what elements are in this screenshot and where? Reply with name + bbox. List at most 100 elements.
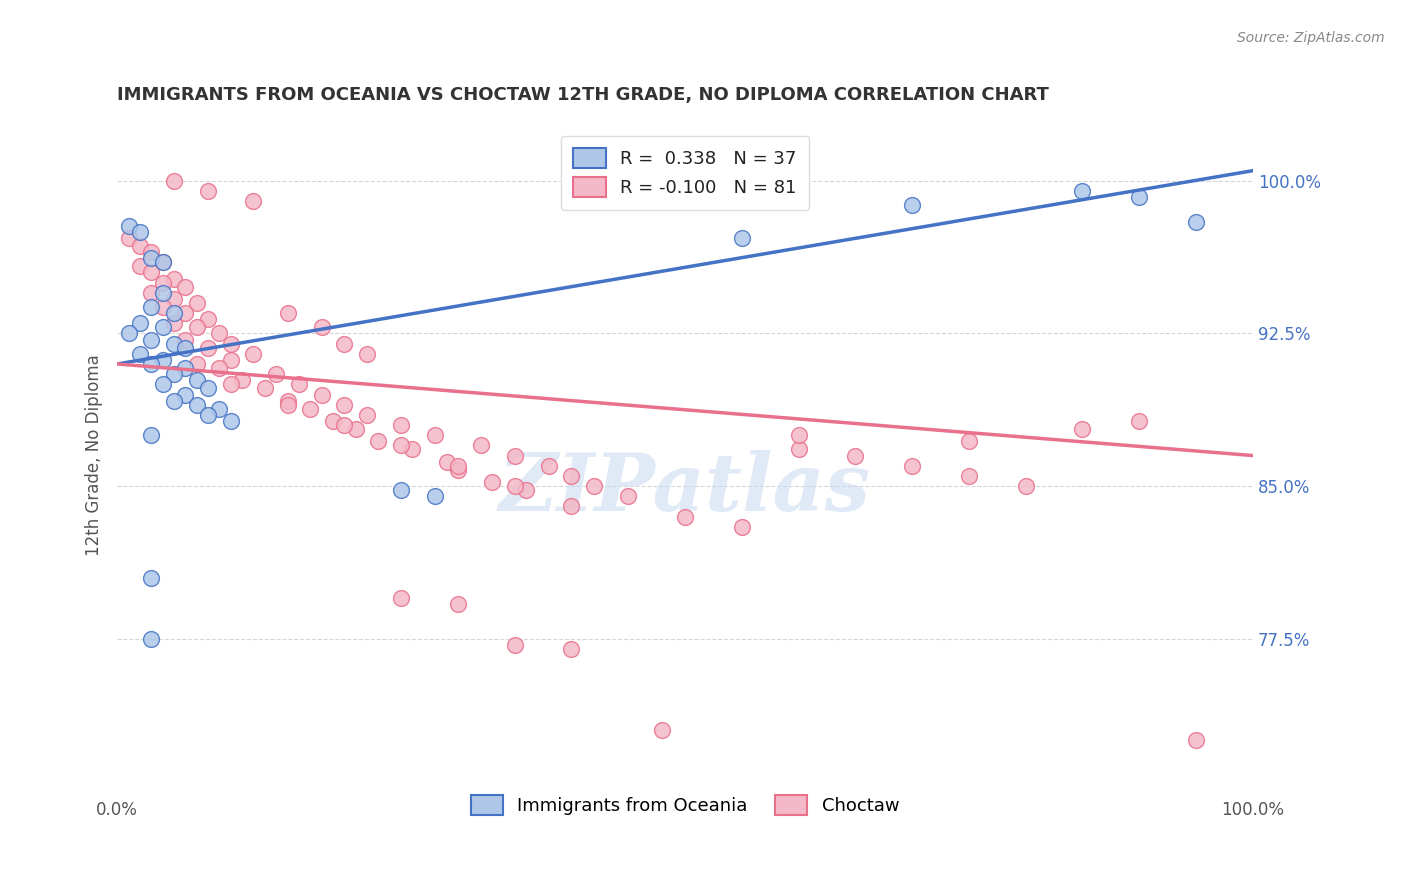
Point — [503, 638, 526, 652]
Point — [174, 341, 197, 355]
Point — [311, 387, 333, 401]
Point — [322, 414, 344, 428]
Point — [436, 455, 458, 469]
Point — [163, 271, 186, 285]
Point — [242, 194, 264, 209]
Point — [174, 306, 197, 320]
Point — [844, 449, 866, 463]
Point — [356, 347, 378, 361]
Point — [129, 316, 152, 330]
Point — [141, 265, 163, 279]
Point — [174, 333, 197, 347]
Point — [1185, 214, 1208, 228]
Point — [208, 326, 231, 341]
Text: ZIPatlas: ZIPatlas — [499, 450, 872, 528]
Point — [219, 352, 242, 367]
Point — [197, 184, 219, 198]
Point — [174, 387, 197, 401]
Point — [152, 377, 174, 392]
Point — [344, 422, 367, 436]
Point — [389, 483, 412, 497]
Point — [152, 300, 174, 314]
Point — [1071, 422, 1094, 436]
Point — [163, 306, 186, 320]
Point — [957, 434, 980, 449]
Point — [470, 438, 492, 452]
Point — [141, 428, 163, 442]
Point — [163, 292, 186, 306]
Point — [787, 428, 810, 442]
Point — [163, 174, 186, 188]
Point — [163, 393, 186, 408]
Point — [163, 367, 186, 381]
Point — [673, 509, 696, 524]
Point — [152, 255, 174, 269]
Point — [299, 401, 322, 416]
Point — [901, 458, 924, 473]
Point — [957, 469, 980, 483]
Point — [197, 381, 219, 395]
Point — [560, 500, 582, 514]
Point — [401, 442, 423, 457]
Point — [731, 520, 754, 534]
Point — [117, 219, 139, 233]
Point — [186, 296, 208, 310]
Point — [129, 239, 152, 253]
Point — [197, 341, 219, 355]
Point — [333, 336, 356, 351]
Point — [141, 632, 163, 646]
Point — [277, 393, 299, 408]
Point — [425, 489, 447, 503]
Point — [141, 357, 163, 371]
Point — [231, 373, 253, 387]
Point — [264, 367, 287, 381]
Point — [503, 449, 526, 463]
Point — [197, 312, 219, 326]
Point — [560, 641, 582, 656]
Point — [141, 251, 163, 265]
Point — [219, 336, 242, 351]
Point — [560, 469, 582, 483]
Point — [731, 231, 754, 245]
Point — [186, 357, 208, 371]
Point — [617, 489, 640, 503]
Point — [277, 398, 299, 412]
Point — [901, 198, 924, 212]
Point — [129, 347, 152, 361]
Point — [1015, 479, 1038, 493]
Point — [333, 398, 356, 412]
Point — [311, 320, 333, 334]
Point — [537, 458, 560, 473]
Point — [515, 483, 537, 497]
Point — [152, 255, 174, 269]
Point — [163, 336, 186, 351]
Point — [1071, 184, 1094, 198]
Point — [1185, 733, 1208, 747]
Point — [219, 414, 242, 428]
Point — [141, 245, 163, 260]
Point — [186, 320, 208, 334]
Point — [447, 597, 470, 611]
Point — [503, 479, 526, 493]
Point — [129, 225, 152, 239]
Point — [333, 417, 356, 432]
Point — [152, 276, 174, 290]
Point — [389, 438, 412, 452]
Point — [1128, 190, 1150, 204]
Point — [186, 373, 208, 387]
Point — [447, 458, 470, 473]
Point — [197, 408, 219, 422]
Point — [208, 361, 231, 376]
Point — [174, 279, 197, 293]
Point — [356, 408, 378, 422]
Point — [242, 347, 264, 361]
Point — [651, 723, 673, 738]
Text: Source: ZipAtlas.com: Source: ZipAtlas.com — [1237, 31, 1385, 45]
Point — [425, 428, 447, 442]
Y-axis label: 12th Grade, No Diploma: 12th Grade, No Diploma — [86, 355, 103, 557]
Point — [141, 571, 163, 585]
Point — [583, 479, 606, 493]
Point — [288, 377, 311, 392]
Point — [389, 591, 412, 605]
Point — [117, 326, 139, 341]
